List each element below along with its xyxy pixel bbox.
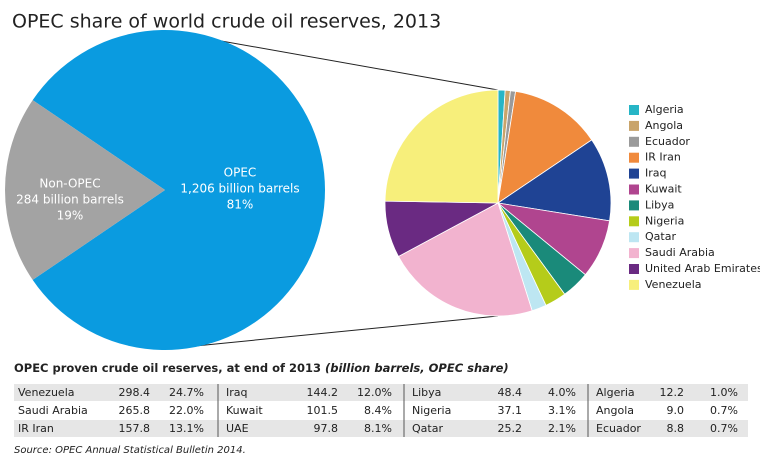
slice-label: 1,206 billion barrels <box>180 182 299 196</box>
pie-slice <box>397 202 533 317</box>
table-title-text: OPEC proven crude oil reserves, at end o… <box>14 361 321 375</box>
cell-share: 1.0% <box>710 386 738 399</box>
legend-label: Angola <box>645 119 683 132</box>
legend-label: Venezuela <box>645 278 702 291</box>
cell-share: 2.1% <box>548 422 576 435</box>
table-title-units: (billion barrels, OPEC share) <box>325 361 509 375</box>
legend-swatch <box>629 136 639 147</box>
legend-label: Saudi Arabia <box>645 246 715 259</box>
cell-share: 8.4% <box>364 404 392 417</box>
cell-share: 0.7% <box>710 422 738 435</box>
cell-value: 298.4 <box>119 386 151 399</box>
cell-value: 9.0 <box>667 404 685 417</box>
connector <box>164 315 499 350</box>
legend-swatch <box>629 216 639 227</box>
cell-name: Algeria <box>596 386 635 399</box>
cell-share: 13.1% <box>169 422 204 435</box>
legend-label: Iraq <box>645 167 667 180</box>
legend-swatch <box>629 184 639 195</box>
legend-label: Algeria <box>645 103 684 116</box>
pie-slice <box>32 29 326 350</box>
cell-value: 8.8 <box>667 422 685 435</box>
title: OPEC share of world crude oil reserves, … <box>12 11 441 33</box>
cell-share: 4.0% <box>548 386 576 399</box>
legend-swatch <box>629 152 639 163</box>
cell-value: 265.8 <box>119 404 151 417</box>
cell-name: Kuwait <box>226 404 263 417</box>
cell-name: IR Iran <box>18 422 54 435</box>
legend-swatch <box>629 168 639 179</box>
legend-swatch <box>629 105 639 115</box>
cell-value: 157.8 <box>119 422 151 435</box>
slice-label: OPEC <box>224 166 257 180</box>
legend-label: Ecuador <box>645 135 690 148</box>
row-band <box>14 420 748 437</box>
legend-label: Qatar <box>645 230 676 243</box>
slice-label: Non-OPEC <box>39 177 100 191</box>
row-band <box>14 402 748 419</box>
cell-value: 48.4 <box>498 386 523 399</box>
cell-share: 12.0% <box>357 386 392 399</box>
cell-name: UAE <box>226 422 249 435</box>
cell-value: 101.5 <box>307 404 339 417</box>
source: Source: OPEC Annual Statistical Bulletin… <box>14 445 246 456</box>
cell-value: 97.8 <box>314 422 339 435</box>
cell-name: Libya <box>412 386 441 399</box>
legend-label: Libya <box>645 198 674 211</box>
legend-swatch <box>629 248 639 259</box>
row-band <box>14 384 748 401</box>
slice-label: 284 billion barrels <box>16 193 124 207</box>
cell-name: Venezuela <box>18 386 75 399</box>
pie-slice <box>4 100 165 280</box>
legend-swatch <box>629 279 639 290</box>
pie-slice <box>496 139 612 222</box>
cell-value: 12.2 <box>660 386 685 399</box>
slice-label: 19% <box>57 209 84 223</box>
legend-label: Nigeria <box>645 214 684 227</box>
cell-share: 3.1% <box>548 404 576 417</box>
cell-name: Qatar <box>412 422 443 435</box>
legend-swatch <box>629 120 639 131</box>
cell-name: Ecuador <box>596 422 641 435</box>
cell-share: 0.7% <box>710 404 738 417</box>
slice-label: 81% <box>227 198 254 212</box>
legend-label: United Arab Emirates <box>645 262 760 275</box>
cell-share: 8.1% <box>364 422 392 435</box>
pie-slice <box>384 89 499 204</box>
legend-swatch <box>629 264 639 274</box>
legend-label: IR Iran <box>645 151 681 164</box>
cell-share: 22.0% <box>169 404 204 417</box>
cell-share: 24.7% <box>169 386 204 399</box>
legend-swatch <box>629 232 639 243</box>
legend-label: Kuwait <box>645 183 682 196</box>
cell-value: 25.2 <box>498 422 523 435</box>
pie-slice <box>497 90 593 204</box>
cell-name: Saudi Arabia <box>18 404 88 417</box>
cell-name: Nigeria <box>412 404 451 417</box>
cell-name: Iraq <box>226 386 248 399</box>
table-title: OPEC proven crude oil reserves, at end o… <box>14 361 509 375</box>
cell-value: 37.1 <box>498 404 523 417</box>
legend-swatch <box>629 200 639 211</box>
cell-name: Angola <box>596 404 634 417</box>
cell-value: 144.2 <box>307 386 339 399</box>
